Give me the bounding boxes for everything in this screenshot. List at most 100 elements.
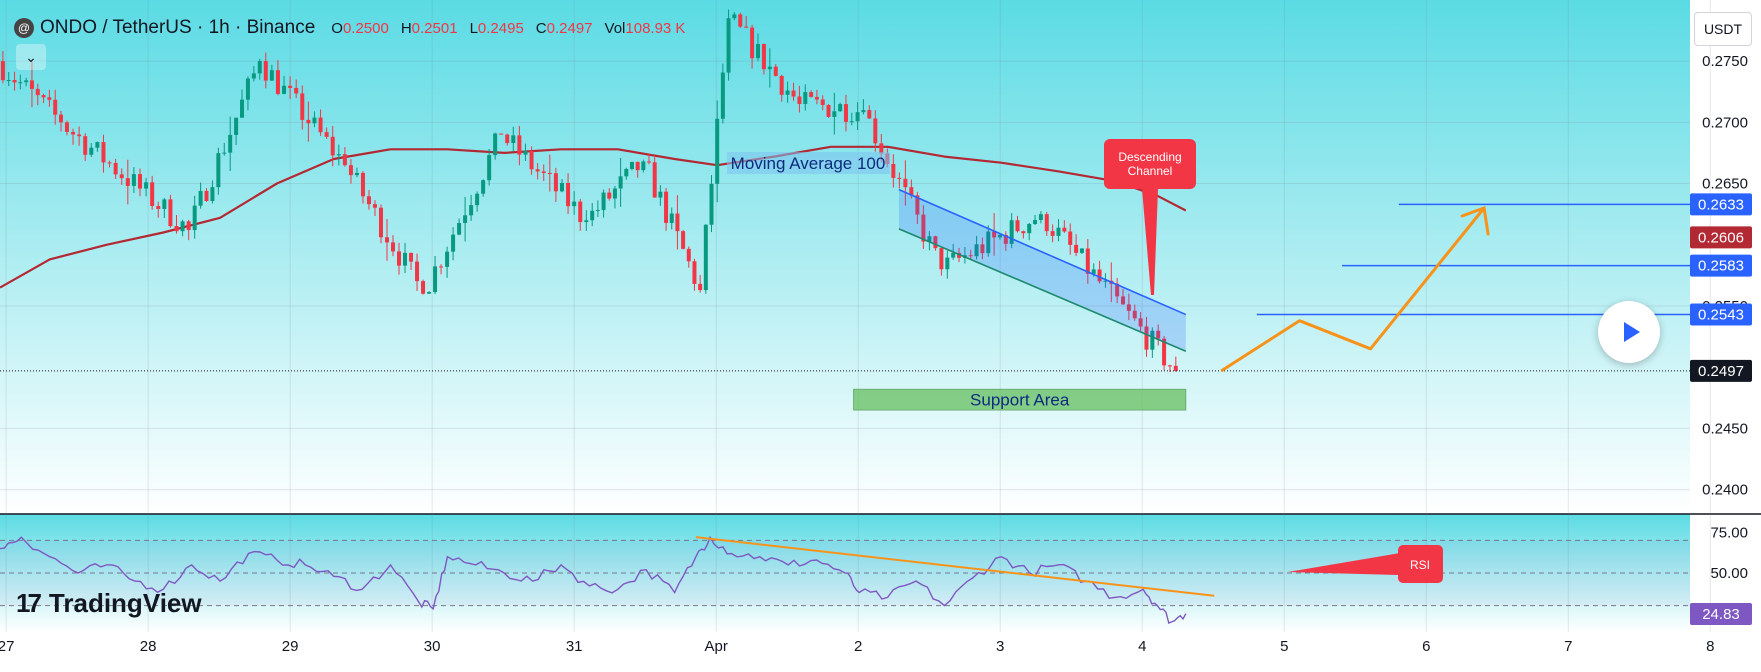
candle-body [481, 180, 486, 194]
candle-body [1021, 231, 1026, 234]
rsi-badge: 24.83 [1702, 606, 1740, 623]
candle-body [487, 155, 492, 181]
candle-body [767, 66, 772, 70]
symbol-title[interactable]: ONDO / TetherUS · 1h · Binance [40, 17, 316, 38]
candle-body [814, 96, 819, 100]
candle-body [12, 80, 17, 83]
candle-body [732, 14, 737, 19]
x-tick-label: 4 [1138, 638, 1146, 655]
candle-body [1115, 283, 1120, 297]
ohlc-item: Vol108.93 K [605, 20, 686, 37]
x-tick-label: 28 [140, 638, 157, 655]
candle-body [779, 75, 784, 95]
candle-body [131, 174, 136, 186]
candle-body [360, 172, 365, 197]
candle-body [612, 188, 617, 199]
x-tick-label: 31 [566, 638, 583, 655]
axis-labels: 27 28 29 30 31 Apr 2 3 4 5 6 7 8 0.2750 0.2700 0.2650 0.… [0, 53, 1748, 655]
candle-body [761, 43, 766, 70]
candle-body [342, 154, 347, 166]
ohlc-label: O [331, 19, 343, 37]
collapse-legend-button[interactable]: ⌄ [16, 44, 46, 70]
candle-body [992, 231, 997, 238]
candle-body [269, 70, 274, 81]
candle-body [1138, 318, 1143, 327]
candle-body [180, 221, 185, 232]
candle-body [174, 226, 179, 232]
candle-body [71, 131, 76, 135]
price-badge-bg [1690, 226, 1752, 249]
candle-body [499, 133, 504, 135]
candle-body [909, 187, 914, 196]
candle-body [750, 27, 755, 59]
channel-callout-line1: Descending [1118, 150, 1181, 164]
candle-body [312, 117, 317, 124]
price-badges: 0.2633 0.2606 0.2583 0.2543 0.2497 24.83 [1690, 193, 1752, 625]
candle-body [47, 97, 52, 100]
ohlc-item: H0.2501 [401, 20, 458, 37]
candle-body [354, 172, 359, 176]
candle-body [578, 201, 583, 223]
x-tick-label: 8 [1706, 638, 1714, 655]
candle-body [372, 204, 377, 208]
channel-fill [898, 189, 1186, 352]
candle-body [144, 182, 149, 189]
moving-average-label: Moving Average 100 [731, 154, 886, 173]
x-tick-label: 29 [282, 638, 299, 655]
candle-body [306, 119, 311, 124]
candle-body [541, 171, 546, 173]
y-tick-label: 0.2450 [1702, 420, 1748, 437]
candle-body [553, 173, 558, 192]
candle-body [903, 178, 908, 188]
candle-body [348, 165, 353, 176]
replay-play-button[interactable] [1598, 301, 1660, 363]
candle-body [809, 92, 814, 97]
candle-body [726, 18, 731, 73]
candle-body [559, 182, 564, 192]
channel-upper-line [898, 188, 1187, 316]
candle-body [867, 110, 872, 119]
candle-body [240, 99, 245, 118]
candle-body [378, 207, 383, 238]
price-badge: 0.2543 [1698, 307, 1744, 324]
candle-body [529, 150, 534, 170]
ohlc-label: Vol [604, 19, 626, 37]
candle-body [29, 80, 34, 89]
ohlc-label: C [535, 19, 547, 37]
x-tick-label: 7 [1564, 638, 1572, 655]
candle-body [257, 61, 262, 74]
candle-body [162, 199, 167, 209]
channel-callout-line2: Channel [1128, 164, 1173, 178]
currency-button[interactable]: USDT [1694, 12, 1752, 46]
support-area-label: Support Area [970, 391, 1070, 410]
y-tick-label: 0.2400 [1702, 482, 1748, 499]
symbol-logo-icon[interactable]: @ [14, 18, 34, 38]
x-tick-label: 2 [854, 638, 862, 655]
candle-body [421, 281, 426, 294]
candle-body [391, 242, 396, 252]
main-pane[interactable] [0, 0, 1690, 514]
candle-body [681, 231, 686, 249]
ohlc-label: L [469, 19, 478, 37]
y-tick-label: 0.2750 [1702, 53, 1748, 70]
candle-body [1167, 365, 1172, 367]
candle-body [843, 104, 848, 122]
candle-body [415, 261, 420, 282]
candle-body [945, 257, 950, 270]
candle-body [1132, 310, 1137, 319]
price-badge: 0.2633 [1698, 196, 1744, 213]
candle-body [915, 195, 920, 215]
candle-body [282, 85, 287, 94]
price-badge: 0.2606 [1698, 229, 1744, 246]
candle-body [838, 104, 843, 112]
candle-body [1085, 248, 1090, 274]
x-tick-label: 30 [424, 638, 441, 655]
candle-body [511, 135, 516, 144]
candle-body [951, 252, 956, 258]
candle-body [1097, 269, 1102, 282]
candle-body [572, 201, 577, 207]
rsi-y-tick-label: 50.00 [1710, 565, 1748, 582]
candle-body [0, 61, 5, 81]
tradingview-logo[interactable]: 17 TradingView [16, 588, 202, 618]
